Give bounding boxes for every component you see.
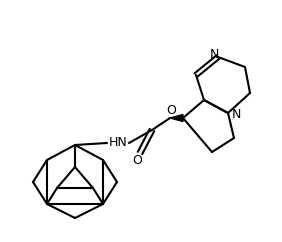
- Text: O: O: [132, 153, 142, 166]
- Text: O: O: [166, 105, 176, 118]
- Text: N: N: [231, 107, 241, 121]
- Text: N: N: [209, 47, 219, 60]
- Polygon shape: [170, 114, 183, 121]
- Text: HN: HN: [109, 136, 127, 150]
